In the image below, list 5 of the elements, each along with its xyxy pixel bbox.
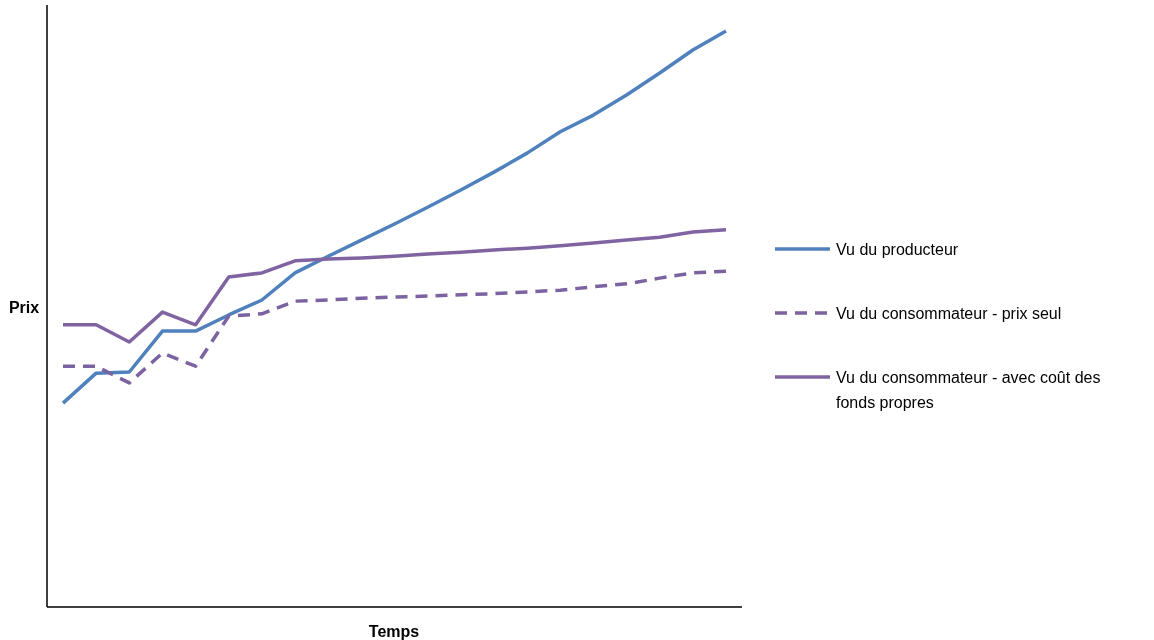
legend-label: Vu du consommateur - prix seul <box>836 305 1062 322</box>
legend-label: Vu du consommateur - avec coût des fonds propres <box>836 369 1101 411</box>
y-axis-title: Prix <box>8 299 40 316</box>
legend-label: Vu du producteur <box>836 241 959 258</box>
x-axis-title: Temps <box>368 623 420 640</box>
